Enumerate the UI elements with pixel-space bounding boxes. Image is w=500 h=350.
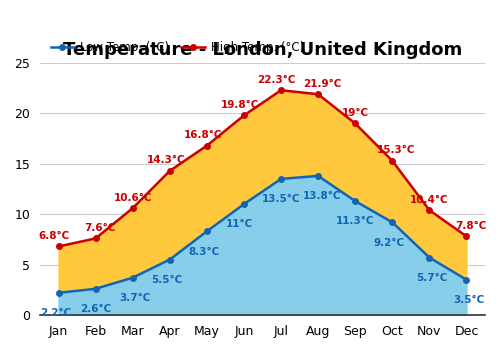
Text: 6.8°C: 6.8°C bbox=[39, 231, 70, 241]
Text: 19.8°C: 19.8°C bbox=[220, 100, 259, 110]
High Temp. (°C) bbox=[56, 244, 62, 248]
High Temp. (°C) bbox=[426, 208, 432, 212]
Text: 11.3°C: 11.3°C bbox=[336, 216, 374, 226]
Line: High Temp. (°C): High Temp. (°C) bbox=[56, 88, 469, 249]
High Temp. (°C) bbox=[315, 92, 321, 96]
Low Temp. (°C) bbox=[315, 174, 321, 178]
Low Temp. (°C) bbox=[241, 202, 247, 206]
Text: 11°C: 11°C bbox=[226, 219, 254, 229]
Low Temp. (°C) bbox=[56, 291, 62, 295]
Low Temp. (°C) bbox=[352, 199, 358, 203]
Low Temp. (°C) bbox=[130, 275, 136, 280]
Text: 19°C: 19°C bbox=[342, 108, 369, 118]
Text: 2.6°C: 2.6°C bbox=[80, 304, 111, 314]
Text: 2.2°C: 2.2°C bbox=[40, 308, 72, 318]
High Temp. (°C) bbox=[241, 113, 247, 118]
Text: 15.3°C: 15.3°C bbox=[377, 145, 416, 155]
Low Temp. (°C) bbox=[464, 278, 469, 282]
Text: 9.2°C: 9.2°C bbox=[374, 238, 405, 247]
Low Temp. (°C) bbox=[278, 177, 284, 181]
Low Temp. (°C) bbox=[92, 287, 98, 291]
Line: Low Temp. (°C): Low Temp. (°C) bbox=[56, 173, 469, 296]
Text: 7.6°C: 7.6°C bbox=[84, 223, 116, 233]
High Temp. (°C) bbox=[352, 121, 358, 126]
High Temp. (°C) bbox=[130, 206, 136, 210]
Text: 5.7°C: 5.7°C bbox=[416, 273, 448, 283]
Text: 13.5°C: 13.5°C bbox=[262, 194, 300, 204]
Text: 5.5°C: 5.5°C bbox=[152, 275, 182, 285]
Text: 14.3°C: 14.3°C bbox=[146, 155, 185, 165]
High Temp. (°C) bbox=[92, 236, 98, 240]
Title: Temperature - London, United Kingdom: Temperature - London, United Kingdom bbox=[63, 41, 462, 59]
Text: 8.3°C: 8.3°C bbox=[188, 247, 220, 257]
Low Temp. (°C) bbox=[167, 258, 173, 262]
Text: 10.4°C: 10.4°C bbox=[410, 195, 449, 205]
Text: 3.5°C: 3.5°C bbox=[454, 295, 485, 305]
Legend: Low Temp. (°C), High Temp. (°C): Low Temp. (°C), High Temp. (°C) bbox=[46, 36, 308, 58]
High Temp. (°C) bbox=[464, 234, 469, 238]
Low Temp. (°C) bbox=[390, 220, 396, 224]
Text: 7.8°C: 7.8°C bbox=[455, 221, 486, 231]
Text: 10.6°C: 10.6°C bbox=[114, 193, 152, 203]
High Temp. (°C) bbox=[167, 169, 173, 173]
Text: 16.8°C: 16.8°C bbox=[184, 130, 222, 140]
Low Temp. (°C) bbox=[204, 229, 210, 233]
Text: 3.7°C: 3.7°C bbox=[120, 293, 151, 303]
Text: 22.3°C: 22.3°C bbox=[258, 75, 296, 85]
High Temp. (°C) bbox=[278, 88, 284, 92]
High Temp. (°C) bbox=[390, 159, 396, 163]
Text: 13.8°C: 13.8°C bbox=[303, 191, 342, 201]
Text: 21.9°C: 21.9°C bbox=[303, 79, 342, 89]
High Temp. (°C) bbox=[204, 144, 210, 148]
Low Temp. (°C) bbox=[426, 256, 432, 260]
